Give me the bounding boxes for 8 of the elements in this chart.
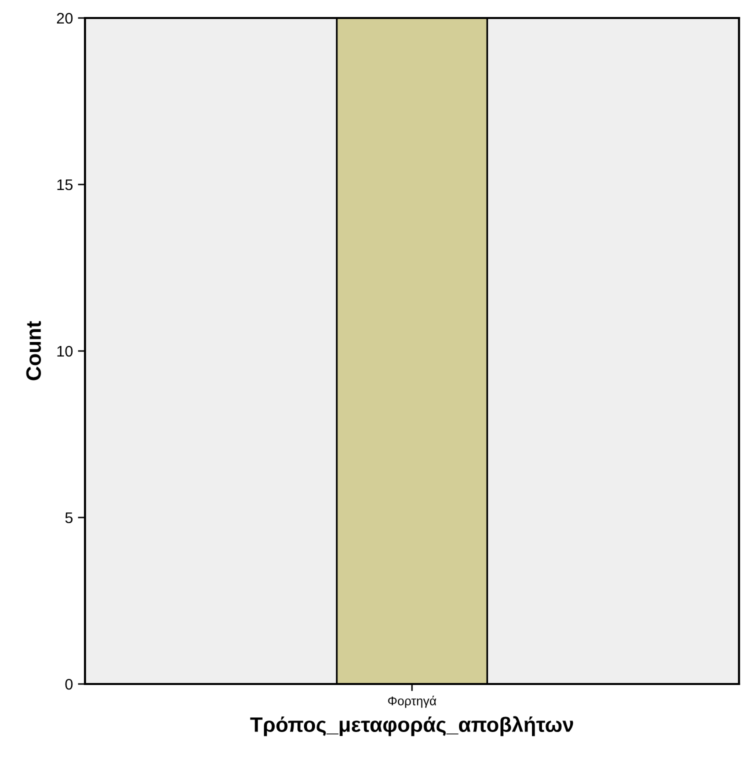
y-tick-label: 20 (56, 12, 73, 24)
y-tick-label: 15 (57, 180, 73, 190)
y-axis-title: Count (26, 321, 41, 380)
x-axis-title: Τρόπος_μεταφοράς_αποβλήτων (250, 716, 574, 736)
y-tick-label: 5 (65, 512, 73, 524)
y-tick-label: 10 (57, 346, 73, 357)
x-tick-label: Φορτηγά (388, 696, 436, 708)
y-tick-label: 0 (65, 678, 73, 690)
